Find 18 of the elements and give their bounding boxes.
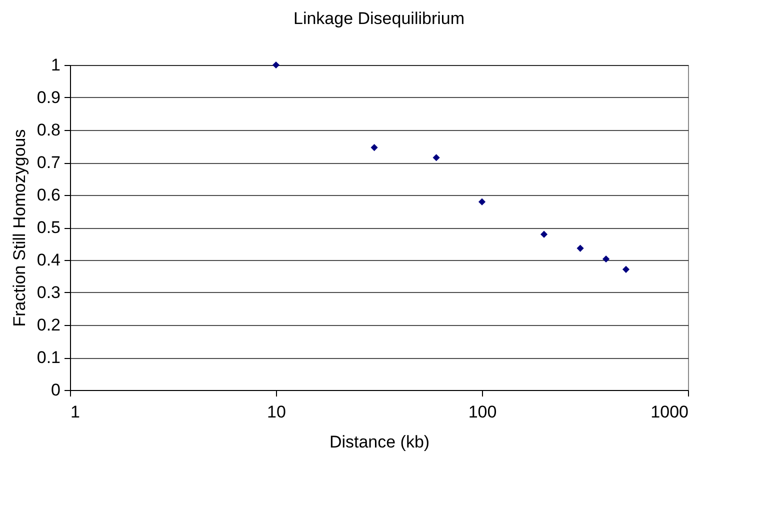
- x-tick-label: 10: [267, 402, 286, 422]
- y-tick-label: 0.6: [36, 186, 60, 204]
- x-tick-label: 100: [468, 402, 497, 422]
- y-tick-label: 0.8: [36, 120, 60, 140]
- y-tick-label: 0.4: [36, 250, 60, 270]
- y-tick-label: 0.5: [36, 218, 60, 237]
- y-tick-label: 0.3: [36, 283, 60, 302]
- y-tick-label: 0: [51, 380, 60, 400]
- y-tick-label: 0.9: [36, 88, 60, 107]
- y-tick-label: 1: [51, 56, 60, 74]
- x-axis-title: Distance (kb): [329, 432, 430, 452]
- y-tick-label: 0.1: [36, 348, 60, 367]
- chart-title: Linkage Disequilibrium: [293, 9, 465, 28]
- y-tick-label: 0.2: [36, 316, 60, 334]
- y-axis-title: Fraction Still Homozygous: [10, 129, 29, 327]
- x-tick-label: 1: [70, 402, 80, 422]
- x-tick-label: 1000: [650, 402, 688, 422]
- y-tick-label: 0.7: [36, 153, 60, 172]
